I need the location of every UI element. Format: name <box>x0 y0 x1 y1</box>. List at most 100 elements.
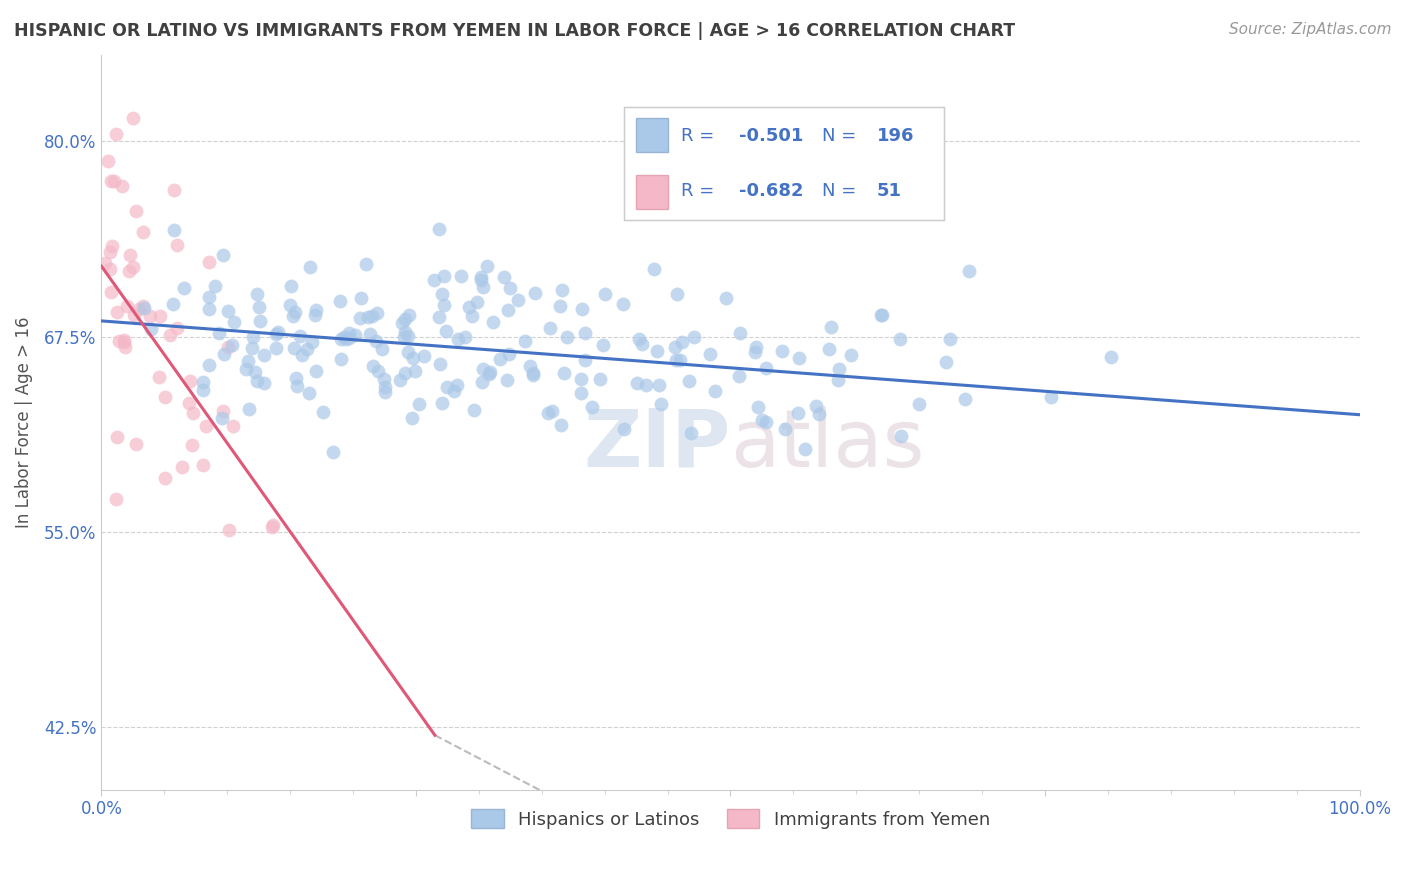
Point <box>508 293 530 308</box>
Point <box>329 351 352 366</box>
Point <box>246 374 269 388</box>
Point <box>278 298 301 312</box>
Point <box>626 376 648 390</box>
Point <box>100 285 122 299</box>
Point <box>664 340 686 354</box>
Point <box>283 342 305 356</box>
Point <box>305 364 328 378</box>
Point <box>787 351 810 366</box>
Point <box>648 377 671 392</box>
Point <box>643 261 665 276</box>
Point <box>100 174 122 188</box>
Point <box>592 338 614 352</box>
Point <box>132 225 155 239</box>
Point <box>179 374 201 388</box>
Point <box>159 328 181 343</box>
Point <box>238 402 260 417</box>
Point <box>907 397 929 411</box>
Point <box>728 369 751 384</box>
Point <box>827 373 849 387</box>
Point <box>755 361 778 376</box>
Point <box>515 334 537 348</box>
Point <box>394 325 416 339</box>
Point <box>1039 390 1062 404</box>
Point <box>284 305 307 319</box>
Point <box>211 248 233 262</box>
Point <box>367 364 389 378</box>
Point <box>360 309 382 323</box>
Point <box>198 254 221 268</box>
Point <box>645 343 668 358</box>
Point <box>471 376 494 390</box>
Point <box>470 273 492 287</box>
Point <box>153 471 176 485</box>
Point <box>243 365 266 379</box>
Point <box>436 380 458 394</box>
Point <box>103 174 125 188</box>
Point <box>683 330 706 344</box>
Point <box>335 332 357 346</box>
Point <box>571 386 593 401</box>
Point <box>581 400 603 414</box>
Point <box>357 310 380 324</box>
Point <box>427 222 450 236</box>
Point <box>443 384 465 398</box>
Point <box>394 366 416 380</box>
Point <box>163 223 186 237</box>
Point <box>138 309 160 323</box>
Y-axis label: In Labor Force | Age > 16: In Labor Force | Age > 16 <box>15 317 32 528</box>
Point <box>104 127 127 141</box>
Point <box>745 339 768 353</box>
Point <box>224 315 246 329</box>
Point <box>553 366 575 380</box>
Point <box>115 299 138 313</box>
Point <box>118 248 141 262</box>
Point <box>264 327 287 342</box>
Point <box>288 328 311 343</box>
Point <box>198 290 221 304</box>
Point <box>264 341 287 355</box>
Point <box>191 383 214 397</box>
Point <box>359 326 381 341</box>
Point <box>433 268 456 283</box>
Point <box>361 359 384 373</box>
Point <box>235 362 257 376</box>
Legend: Hispanics or Latinos, Immigrants from Yemen: Hispanics or Latinos, Immigrants from Ye… <box>464 802 997 836</box>
Point <box>394 311 416 326</box>
Point <box>298 385 321 400</box>
Point <box>373 372 395 386</box>
Text: atlas: atlas <box>731 406 925 483</box>
Point <box>890 429 912 443</box>
Point <box>404 364 426 378</box>
Point <box>298 260 321 275</box>
Point <box>312 405 335 419</box>
Point <box>253 349 276 363</box>
Point <box>479 365 502 379</box>
Point <box>807 407 830 421</box>
Point <box>112 335 135 350</box>
Point <box>716 292 738 306</box>
Point <box>482 314 505 328</box>
Point <box>550 299 572 313</box>
Point <box>470 269 492 284</box>
Point <box>217 340 239 354</box>
Point <box>669 353 692 368</box>
Point <box>211 404 233 418</box>
Point <box>631 337 654 351</box>
Point <box>295 343 318 357</box>
Point <box>281 310 304 324</box>
Point <box>125 437 148 451</box>
Point <box>496 302 519 317</box>
Point <box>770 344 793 359</box>
Point <box>305 303 328 318</box>
Point <box>105 305 128 319</box>
Point <box>98 261 121 276</box>
Point <box>242 330 264 344</box>
Point <box>304 308 326 322</box>
Point <box>253 376 276 390</box>
Point <box>569 371 592 385</box>
Point <box>636 378 658 392</box>
Point <box>402 351 425 366</box>
Text: HISPANIC OR LATINO VS IMMIGRANTS FROM YEMEN IN LABOR FORCE | AGE > 16 CORRELATIO: HISPANIC OR LATINO VS IMMIGRANTS FROM YE… <box>14 22 1015 40</box>
Point <box>371 343 394 357</box>
